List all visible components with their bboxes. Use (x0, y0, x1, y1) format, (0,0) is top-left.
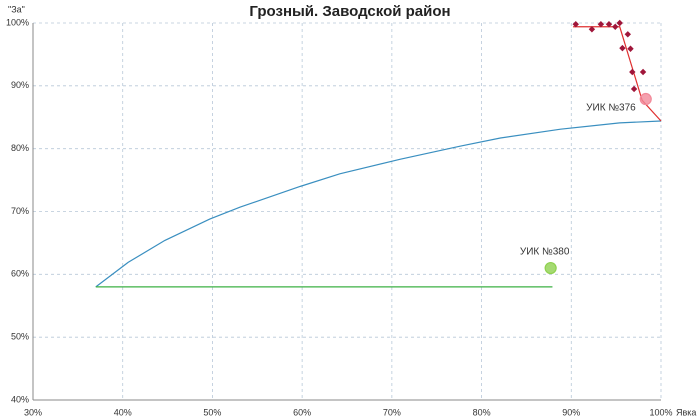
y-tick-label: 70% (11, 206, 29, 216)
highlight (639, 92, 652, 106)
x-tick-label: 30% (24, 407, 42, 417)
y-axis-label: "За" (8, 4, 25, 14)
y-tick-label: 40% (11, 394, 29, 404)
point (619, 44, 626, 52)
point (629, 68, 636, 76)
point (624, 31, 632, 38)
annotation: УИК №380 (520, 247, 570, 258)
point (572, 21, 579, 28)
point (588, 26, 596, 33)
point (597, 21, 605, 28)
x-tick-label: 90% (562, 407, 580, 417)
y-tick-label: 50% (11, 332, 29, 342)
x-tick-label: 70% (383, 407, 401, 417)
x-tick-label: 80% (473, 407, 491, 417)
point (627, 45, 634, 52)
chart-title: Грозный. Заводской район (249, 3, 450, 20)
x-tick-label: 50% (203, 407, 221, 417)
x-tick-label: 60% (293, 407, 311, 417)
x-tick-label: 100% (649, 407, 672, 417)
point (612, 23, 619, 30)
point (605, 21, 613, 28)
highlight (544, 261, 557, 275)
y-tick-label: 100% (6, 17, 29, 27)
y-tick-label: 90% (11, 80, 29, 90)
line (95, 120, 662, 288)
x-tick-label: 40% (114, 407, 132, 417)
y-tick-label: 80% (11, 143, 29, 153)
point (630, 85, 638, 93)
point (639, 68, 647, 76)
y-tick-label: 60% (11, 269, 29, 279)
annotation: УИК №376 (586, 103, 636, 114)
point (616, 19, 623, 27)
line (573, 26, 662, 122)
x-axis-label: Явка (676, 407, 696, 417)
